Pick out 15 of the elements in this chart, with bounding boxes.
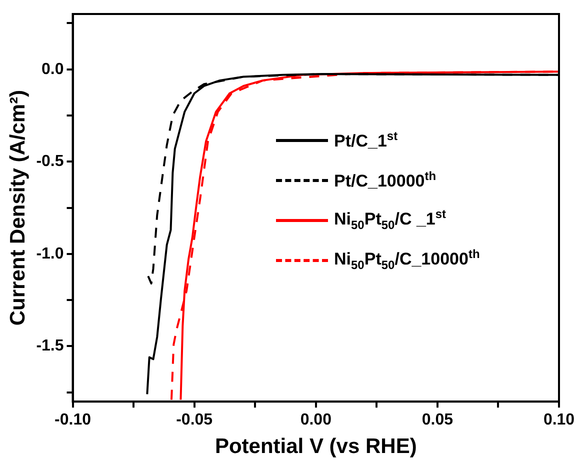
legend-label: Ni$_{50}$Pt$_{50}$/C _1$^{st}$	[334, 207, 446, 233]
x-axis-title: Potential V (vs RHE)	[214, 435, 417, 458]
x-tick-label: -0.10	[54, 412, 92, 429]
y-tick-label: -0.5	[36, 153, 64, 170]
y-tick-label: -1.0	[36, 245, 64, 262]
y-tick-label: -1.5	[36, 338, 64, 355]
x-tick-label: 0.00	[300, 412, 332, 429]
x-tick-label: 0.10	[543, 412, 575, 429]
x-tick-label: 0.05	[422, 412, 454, 429]
x-tick-label: -0.05	[176, 412, 213, 429]
y-axis-title: Current Density (A/cm²)	[6, 90, 30, 326]
y-tick-label: 0.0	[42, 60, 64, 78]
legend-label: Pt/C_1$^{st}$	[334, 128, 398, 152]
legend-label: Pt/C_10000$^{th}$	[334, 168, 436, 192]
legend-label: Ni$_{50}$Pt$_{50}$/C_10000$^{th}$	[334, 247, 480, 273]
